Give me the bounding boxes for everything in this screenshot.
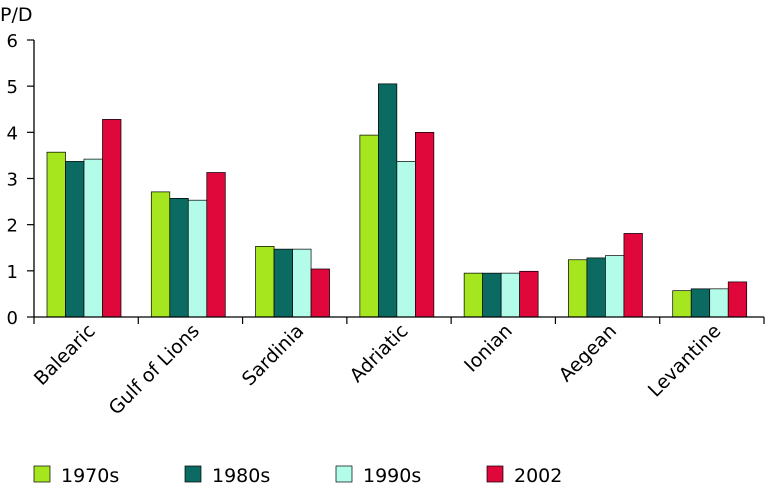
x-tick-label: Gulf of Lions xyxy=(105,320,204,419)
y-tick-label: 4 xyxy=(7,123,18,144)
bar-1990s-gulf-of-lions xyxy=(187,199,208,318)
bar-1980s-levantine xyxy=(690,288,711,318)
bar-2002-sardinia xyxy=(310,268,330,318)
x-tick-label: Balearic xyxy=(30,320,100,390)
bar-1970s-adriatic xyxy=(359,134,379,318)
legend-swatch-1980s xyxy=(184,465,202,483)
bar-1980s-aegean xyxy=(586,257,606,318)
bar-1990s-levantine xyxy=(709,288,729,318)
y-tick-label: 1 xyxy=(7,262,18,283)
bar-1990s-sardinia xyxy=(292,248,312,318)
bar-1970s-aegean xyxy=(568,259,588,318)
x-tick-label: Aegean xyxy=(555,320,621,386)
bar-1990s-ionian xyxy=(500,272,520,318)
bars xyxy=(46,83,748,318)
bar-1970s-balearic xyxy=(46,151,66,318)
x-axis-labels: Balearic Gulf of Lions Sardinia Adriatic Ion… xyxy=(30,320,726,419)
legend-swatch-2002 xyxy=(486,465,504,483)
bar-1980s-balearic xyxy=(65,161,85,318)
bar-1980s-gulf-of-lions xyxy=(169,198,189,318)
legend-swatch-1990s xyxy=(335,465,353,483)
bar-1990s-adriatic xyxy=(396,161,416,318)
bar-1990s-balearic xyxy=(83,158,103,318)
bar-1970s-gulf-of-lions xyxy=(150,191,171,318)
y-tick-label: 2 xyxy=(7,216,18,237)
x-tick-label: Ionian xyxy=(460,320,517,377)
bar-2002-ionian xyxy=(519,270,539,318)
bar-1980s-ionian xyxy=(482,272,502,318)
y-tick-label: 3 xyxy=(7,170,18,191)
y-tick-label: 0 xyxy=(7,308,18,329)
legend: 1970s 1980s 1990s 2002 xyxy=(33,465,562,487)
legend-label-1980s: 1980s xyxy=(212,465,270,487)
x-tick-label: Sardinia xyxy=(238,320,308,390)
bar-1970s-ionian xyxy=(463,272,483,318)
bar-1980s-adriatic xyxy=(378,83,398,318)
bar-2002-aegean xyxy=(623,233,643,318)
bar-2002-adriatic xyxy=(415,131,435,318)
y-axis-ticks: 0 1 2 3 4 5 6 xyxy=(7,31,34,329)
bar-1980s-sardinia xyxy=(273,248,293,318)
bar-1970s-sardinia xyxy=(255,246,275,318)
legend-swatch-1970s xyxy=(33,465,51,483)
legend-label-2002: 2002 xyxy=(514,465,562,487)
bar-2002-balearic xyxy=(102,119,122,318)
axes xyxy=(33,40,765,324)
y-tick-label: 6 xyxy=(7,31,18,52)
y-axis-label: P/D xyxy=(0,4,33,26)
bar-1990s-aegean xyxy=(605,255,625,318)
legend-label-1990s: 1990s xyxy=(363,465,421,487)
bar-2002-gulf-of-lions xyxy=(206,172,226,318)
legend-label-1970s: 1970s xyxy=(61,465,119,487)
y-tick-label: 5 xyxy=(7,77,18,98)
bar-2002-levantine xyxy=(727,281,748,318)
x-tick-label: Levantine xyxy=(644,320,726,402)
x-tick-label: Adriatic xyxy=(346,320,413,387)
bar-1970s-levantine xyxy=(672,290,692,318)
